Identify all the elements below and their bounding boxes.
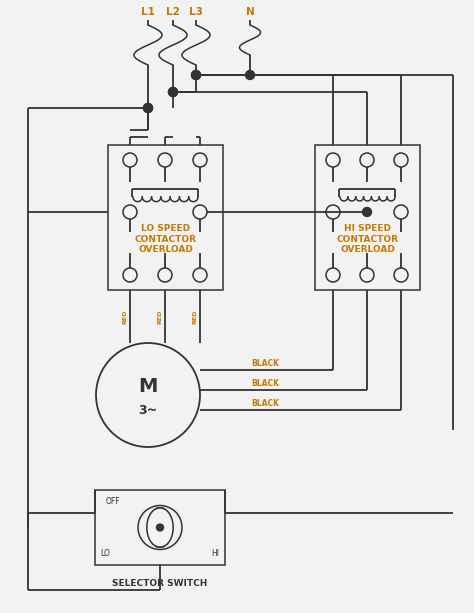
Text: L1: L1 [141,7,155,17]
Bar [95,490,225,565]
Text: LO: LO [100,549,110,557]
Text: HI SPEED
CONTACTOR
OVERLOAD: HI SPEED CONTACTOR OVERLOAD [337,224,399,254]
Text: LO SPEED
CONTACTOR
OVERLOAD: LO SPEED CONTACTOR OVERLOAD [135,224,197,254]
Text: RED: RED [157,310,163,324]
Text: RED: RED [192,310,198,324]
Circle shape [144,104,153,113]
Circle shape [191,70,201,80]
Text: RED: RED [122,310,128,324]
Bar [315,145,420,290]
Text: L2: L2 [166,7,180,17]
Text: N: N [246,7,255,17]
Circle shape [144,104,153,113]
Circle shape [246,70,255,80]
Text: HI: HI [211,549,219,557]
Text: SELECTOR SWITCH: SELECTOR SWITCH [112,579,208,587]
Text: OFF: OFF [106,498,120,506]
Circle shape [168,88,177,96]
Text: BLACK: BLACK [251,398,279,408]
Text: BLACK: BLACK [251,359,279,368]
Circle shape [191,70,201,80]
Text: 3~: 3~ [138,405,158,417]
Bar [108,145,223,290]
Circle shape [363,207,372,216]
Text: L3: L3 [189,7,203,17]
Circle shape [168,88,177,96]
Text: BLACK: BLACK [251,378,279,387]
Text: M: M [138,378,158,397]
Circle shape [156,524,164,531]
